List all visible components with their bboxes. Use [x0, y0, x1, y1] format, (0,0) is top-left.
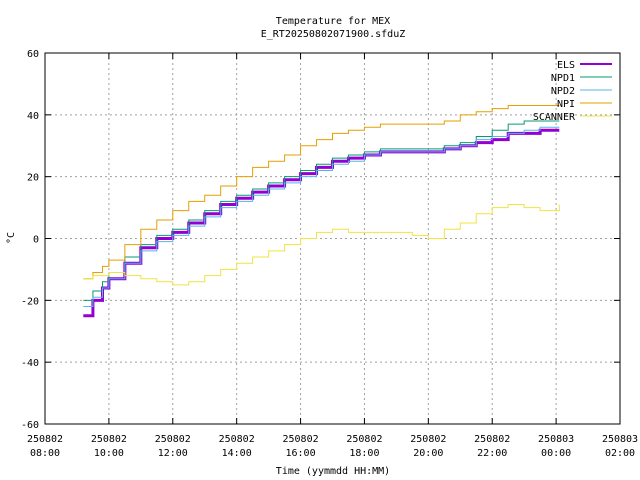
chart-title: Temperature for MEX	[276, 16, 390, 27]
legend-label-npi: NPI	[557, 99, 575, 110]
x-tick-time: 20:00	[413, 448, 443, 459]
chart-subtitle: E_RT20250802071900.sfduZ	[261, 29, 406, 40]
legend: ELS NPD1 NPD2 NPI SCANNER	[533, 60, 612, 123]
x-tick-date: 250802	[219, 434, 255, 445]
x-tick-time: 02:00	[605, 448, 635, 459]
x-tick-date: 250803	[538, 434, 574, 445]
x-tick-date: 250803	[602, 434, 638, 445]
x-tick-time: 10:00	[94, 448, 124, 459]
legend-label-npd1: NPD1	[551, 73, 575, 84]
y-axis: -60 -40 -20 0 20 40 60	[21, 49, 620, 431]
x-tick-date: 250802	[282, 434, 318, 445]
legend-label-els: ELS	[557, 60, 575, 71]
series-line-npi	[83, 105, 560, 280]
x-tick-time: 16:00	[286, 448, 316, 459]
x-tick-time: 00:00	[541, 448, 571, 459]
legend-label-npd2: NPD2	[551, 86, 575, 97]
x-tick-date: 250802	[410, 434, 446, 445]
x-tick-date: 250802	[474, 434, 510, 445]
x-tick-time: 14:00	[222, 448, 252, 459]
series-line-els	[83, 128, 560, 318]
x-tick-time: 22:00	[477, 448, 507, 459]
series-line-npd1	[83, 120, 560, 301]
y-tick-label: -60	[21, 420, 39, 431]
series-line-npd2	[83, 126, 560, 308]
y-tick-label: 40	[27, 111, 39, 122]
y-tick-label: 20	[27, 173, 39, 184]
x-axis: 250802 08:00 250802 10:00 250802 12:00 250802 1…	[27, 53, 638, 459]
legend-label-scanner: SCANNER	[533, 112, 576, 123]
x-tick-time: 18:00	[349, 448, 379, 459]
y-axis-label: °C	[6, 232, 17, 244]
x-tick-date: 250802	[27, 434, 63, 445]
y-tick-label: 60	[27, 49, 39, 60]
x-tick-date: 250802	[155, 434, 191, 445]
series-lines	[83, 105, 560, 318]
grid-lines	[45, 53, 620, 424]
x-tick-date: 250802	[346, 434, 382, 445]
x-tick-time: 12:00	[158, 448, 188, 459]
series-line-scanner	[83, 203, 560, 286]
y-tick-label: -20	[21, 296, 39, 307]
y-tick-label: -40	[21, 358, 39, 369]
y-tick-label: 0	[33, 235, 39, 246]
x-tick-time: 08:00	[30, 448, 60, 459]
x-tick-date: 250802	[91, 434, 127, 445]
x-axis-label: Time (yymmdd HH:MM)	[276, 466, 390, 477]
